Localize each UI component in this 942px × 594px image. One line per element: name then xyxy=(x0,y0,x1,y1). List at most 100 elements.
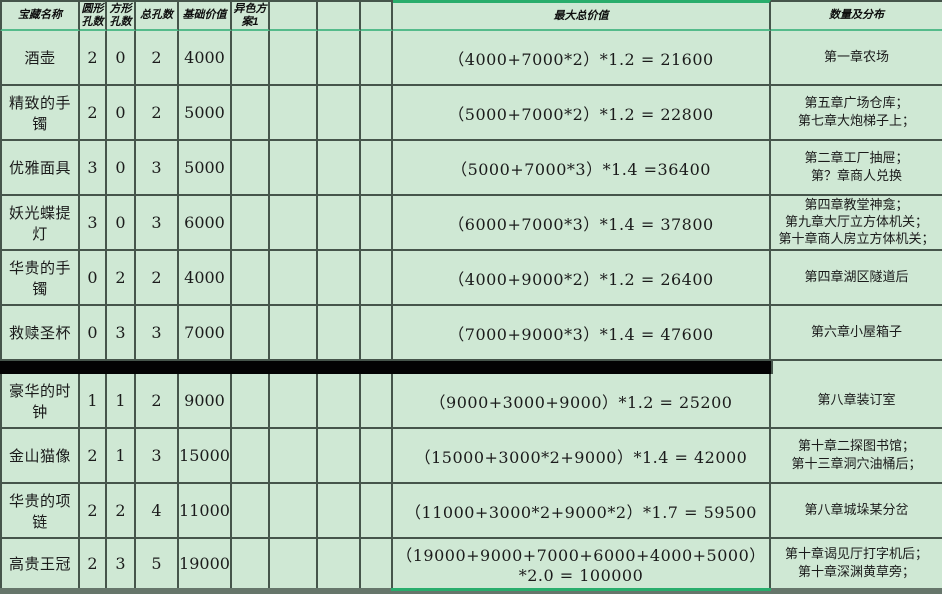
scheme1-cell[interactable] xyxy=(232,306,270,361)
distribution-cell[interactable]: 第十章谒见厅打字机后； 第十章深渊黄草旁； xyxy=(771,539,942,588)
round-holes-cell[interactable]: 3 xyxy=(80,196,107,251)
empty-cell[interactable] xyxy=(361,251,393,306)
treasure-name-cell[interactable]: 妖光蝶提灯 xyxy=(0,196,80,251)
empty-cell[interactable] xyxy=(318,31,361,86)
empty-cell[interactable] xyxy=(318,251,361,306)
square-holes-cell[interactable]: 3 xyxy=(107,306,136,361)
total-holes-cell[interactable]: 3 xyxy=(136,306,179,361)
empty-cell[interactable] xyxy=(361,31,393,86)
empty-cell[interactable] xyxy=(318,141,361,196)
scheme1-cell[interactable] xyxy=(232,86,270,141)
distribution-cell[interactable]: 第四章教堂神龛； 第九章大厅立方体机关； 第十章商人房立方体机关； xyxy=(771,196,942,251)
scheme1-cell[interactable] xyxy=(232,484,270,539)
total-holes-cell[interactable]: 4 xyxy=(136,484,179,539)
max-value-cell[interactable]: （4000+9000*2）*1.2 = 26400 xyxy=(393,251,771,306)
empty-cell[interactable] xyxy=(361,484,393,539)
max-value-cell[interactable]: （6000+7000*3）*1.4 = 37800 xyxy=(393,196,771,251)
scheme1-cell[interactable] xyxy=(232,141,270,196)
empty-cell[interactable] xyxy=(318,306,361,361)
empty-cell[interactable] xyxy=(270,539,318,588)
square-holes-cell[interactable]: 0 xyxy=(107,196,136,251)
empty-cell[interactable] xyxy=(361,141,393,196)
empty-cell[interactable] xyxy=(318,429,361,484)
base-value-cell[interactable]: 5000 xyxy=(179,86,232,141)
scheme1-cell[interactable] xyxy=(232,251,270,306)
empty-cell[interactable] xyxy=(361,86,393,141)
header-empty[interactable] xyxy=(361,0,393,31)
round-holes-cell[interactable]: 2 xyxy=(80,484,107,539)
distribution-cell[interactable]: 第五章广场仓库； 第七章大炮梯子上； xyxy=(771,86,942,141)
distribution-cell[interactable]: 第一章农场 xyxy=(771,31,942,86)
scheme1-cell[interactable] xyxy=(232,539,270,588)
header-square-holes[interactable]: 方形 孔数 xyxy=(107,0,136,31)
base-value-cell[interactable]: 5000 xyxy=(179,141,232,196)
square-holes-cell[interactable]: 2 xyxy=(107,484,136,539)
distribution-cell[interactable]: 第四章湖区隧道后 xyxy=(771,251,942,306)
max-value-cell[interactable]: （5000+7000*2）*1.2 = 22800 xyxy=(393,86,771,141)
empty-cell[interactable] xyxy=(270,374,318,429)
empty-cell[interactable] xyxy=(318,196,361,251)
max-value-cell[interactable]: （9000+3000+9000）*1.2 = 25200 xyxy=(393,374,771,429)
round-holes-cell[interactable]: 1 xyxy=(80,374,107,429)
base-value-cell[interactable]: 9000 xyxy=(179,374,232,429)
treasure-name-cell[interactable]: 精致的手镯 xyxy=(0,86,80,141)
treasure-name-cell[interactable]: 豪华的时钟 xyxy=(0,374,80,429)
empty-cell[interactable] xyxy=(318,539,361,588)
treasure-name-cell[interactable]: 酒壶 xyxy=(0,31,80,86)
empty-cell[interactable] xyxy=(270,196,318,251)
header-empty[interactable] xyxy=(318,0,361,31)
max-value-cell[interactable]: （5000+7000*3）*1.4 =36400 xyxy=(393,141,771,196)
square-holes-cell[interactable]: 2 xyxy=(107,251,136,306)
treasure-name-cell[interactable]: 华贵的项链 xyxy=(0,484,80,539)
header-round-holes[interactable]: 圆形 孔数 xyxy=(80,0,107,31)
scheme1-cell[interactable] xyxy=(232,374,270,429)
treasure-name-cell[interactable]: 金山猫像 xyxy=(0,429,80,484)
total-holes-cell[interactable]: 2 xyxy=(136,86,179,141)
round-holes-cell[interactable]: 2 xyxy=(80,31,107,86)
header-empty[interactable] xyxy=(270,0,318,31)
total-holes-cell[interactable]: 5 xyxy=(136,539,179,588)
max-value-cell[interactable]: （19000+9000+7000+6000+4000+5000）*2.0 = 1… xyxy=(393,539,771,588)
header-treasure-name[interactable]: 宝藏名称 xyxy=(0,0,80,31)
header-distribution[interactable]: 数量及分布 xyxy=(771,0,942,31)
base-value-cell[interactable]: 4000 xyxy=(179,31,232,86)
header-base-value[interactable]: 基础价值 xyxy=(179,0,232,31)
empty-cell[interactable] xyxy=(361,306,393,361)
empty-cell[interactable] xyxy=(361,374,393,429)
empty-cell[interactable] xyxy=(361,539,393,588)
base-value-cell[interactable]: 15000 xyxy=(179,429,232,484)
round-holes-cell[interactable]: 2 xyxy=(80,539,107,588)
max-value-cell[interactable]: （7000+9000*3）*1.4 = 47600 xyxy=(393,306,771,361)
empty-cell[interactable] xyxy=(270,306,318,361)
max-value-cell[interactable]: （15000+3000*2+9000）*1.4 = 42000 xyxy=(393,429,771,484)
empty-cell[interactable] xyxy=(318,374,361,429)
total-holes-cell[interactable]: 2 xyxy=(136,374,179,429)
distribution-cell[interactable]: 第八章城垛某分岔 xyxy=(771,484,942,539)
round-holes-cell[interactable]: 2 xyxy=(80,429,107,484)
base-value-cell[interactable]: 4000 xyxy=(179,251,232,306)
scheme1-cell[interactable] xyxy=(232,31,270,86)
header-max-total-value[interactable]: 最大总价值 xyxy=(393,0,771,31)
max-value-cell[interactable]: （4000+7000*2）*1.2 = 21600 xyxy=(393,31,771,86)
empty-cell[interactable] xyxy=(270,484,318,539)
treasure-name-cell[interactable]: 救赎圣杯 xyxy=(0,306,80,361)
empty-cell[interactable] xyxy=(318,86,361,141)
distribution-cell[interactable]: 第八章装订室 xyxy=(771,374,942,429)
empty-cell[interactable] xyxy=(270,251,318,306)
scheme1-cell[interactable] xyxy=(232,196,270,251)
total-holes-cell[interactable]: 3 xyxy=(136,141,179,196)
square-holes-cell[interactable]: 0 xyxy=(107,31,136,86)
distribution-cell[interactable]: 第十章二探图书馆； 第十三章洞穴油桶后； xyxy=(771,429,942,484)
empty-cell[interactable] xyxy=(270,31,318,86)
square-holes-cell[interactable]: 3 xyxy=(107,539,136,588)
empty-cell[interactable] xyxy=(318,484,361,539)
treasure-name-cell[interactable]: 高贵王冠 xyxy=(0,539,80,588)
square-holes-cell[interactable]: 1 xyxy=(107,429,136,484)
square-holes-cell[interactable]: 0 xyxy=(107,141,136,196)
total-holes-cell[interactable]: 3 xyxy=(136,429,179,484)
round-holes-cell[interactable]: 0 xyxy=(80,306,107,361)
total-holes-cell[interactable]: 2 xyxy=(136,251,179,306)
square-holes-cell[interactable]: 0 xyxy=(107,86,136,141)
header-color-scheme1[interactable]: 异色方 案1 xyxy=(232,0,270,31)
distribution-cell[interactable]: 第六章小屋箱子 xyxy=(771,306,942,361)
